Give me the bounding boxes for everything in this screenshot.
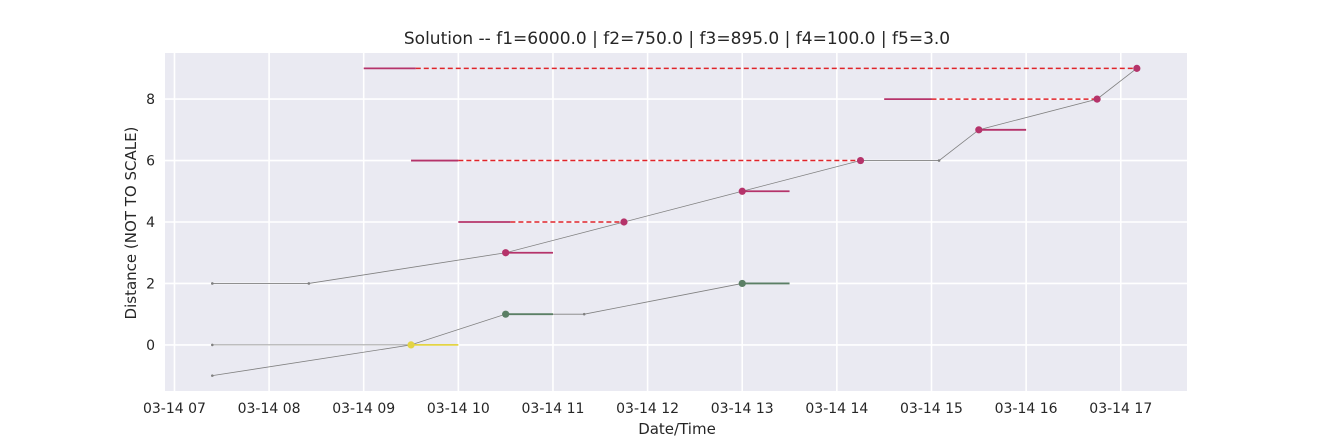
route-markers bbox=[211, 159, 941, 377]
stop-point bbox=[1133, 64, 1141, 72]
stop-point bbox=[407, 341, 415, 349]
y-tick-label: 8 bbox=[146, 92, 155, 108]
x-tick-label: 03-14 07 bbox=[143, 401, 206, 417]
x-tick-label: 03-14 13 bbox=[711, 401, 774, 417]
y-axis-label: Distance (NOT TO SCALE) bbox=[122, 127, 140, 320]
stop-point bbox=[738, 279, 746, 288]
x-tick-label: 03-14 09 bbox=[332, 401, 395, 417]
stop-point bbox=[856, 156, 865, 165]
x-axis-label: Date/Time bbox=[638, 420, 716, 438]
route-marker bbox=[937, 159, 941, 162]
route-marker bbox=[211, 374, 214, 377]
y-tick-label: 0 bbox=[146, 338, 155, 354]
x-tick-label: 03-14 10 bbox=[427, 401, 490, 417]
route-marker bbox=[307, 282, 311, 285]
route-marker bbox=[582, 312, 586, 316]
route-line bbox=[212, 68, 1138, 284]
y-tick-label: 6 bbox=[146, 154, 155, 170]
x-tick-label: 03-14 14 bbox=[805, 401, 868, 417]
x-tick-label: 03-14 12 bbox=[616, 401, 679, 417]
route-marker bbox=[211, 282, 214, 285]
route-line bbox=[212, 344, 412, 377]
x-tick-label: 03-14 15 bbox=[900, 401, 963, 417]
stop-points bbox=[407, 64, 1141, 349]
stop-point bbox=[620, 218, 628, 226]
x-tick-label: 03-14 16 bbox=[995, 401, 1058, 417]
stop-point bbox=[738, 187, 746, 195]
y-tick-label: 2 bbox=[146, 276, 155, 292]
y-axis-ticks: 0 2 4 6 8 bbox=[146, 92, 155, 354]
stop-point bbox=[502, 249, 510, 257]
stop-point bbox=[975, 126, 983, 134]
x-axis-ticks: 03-14 07 03-14 08 03-14 09 03-14 10 03-14 11… bbox=[143, 401, 1152, 417]
route-marker bbox=[211, 343, 214, 347]
x-tick-label: 03-14 17 bbox=[1089, 401, 1152, 417]
x-tick-label: 03-14 11 bbox=[522, 401, 585, 417]
dashed-connectors bbox=[415, 67, 1137, 223]
x-tick-label: 03-14 08 bbox=[238, 401, 301, 417]
y-tick-label: 4 bbox=[146, 215, 155, 231]
stop-point bbox=[502, 310, 510, 318]
stop-point bbox=[1093, 95, 1101, 103]
chart-title: Solution -- f1=6000.0 | f2=750.0 | f3=89… bbox=[404, 29, 950, 49]
time-windows bbox=[363, 67, 1027, 346]
